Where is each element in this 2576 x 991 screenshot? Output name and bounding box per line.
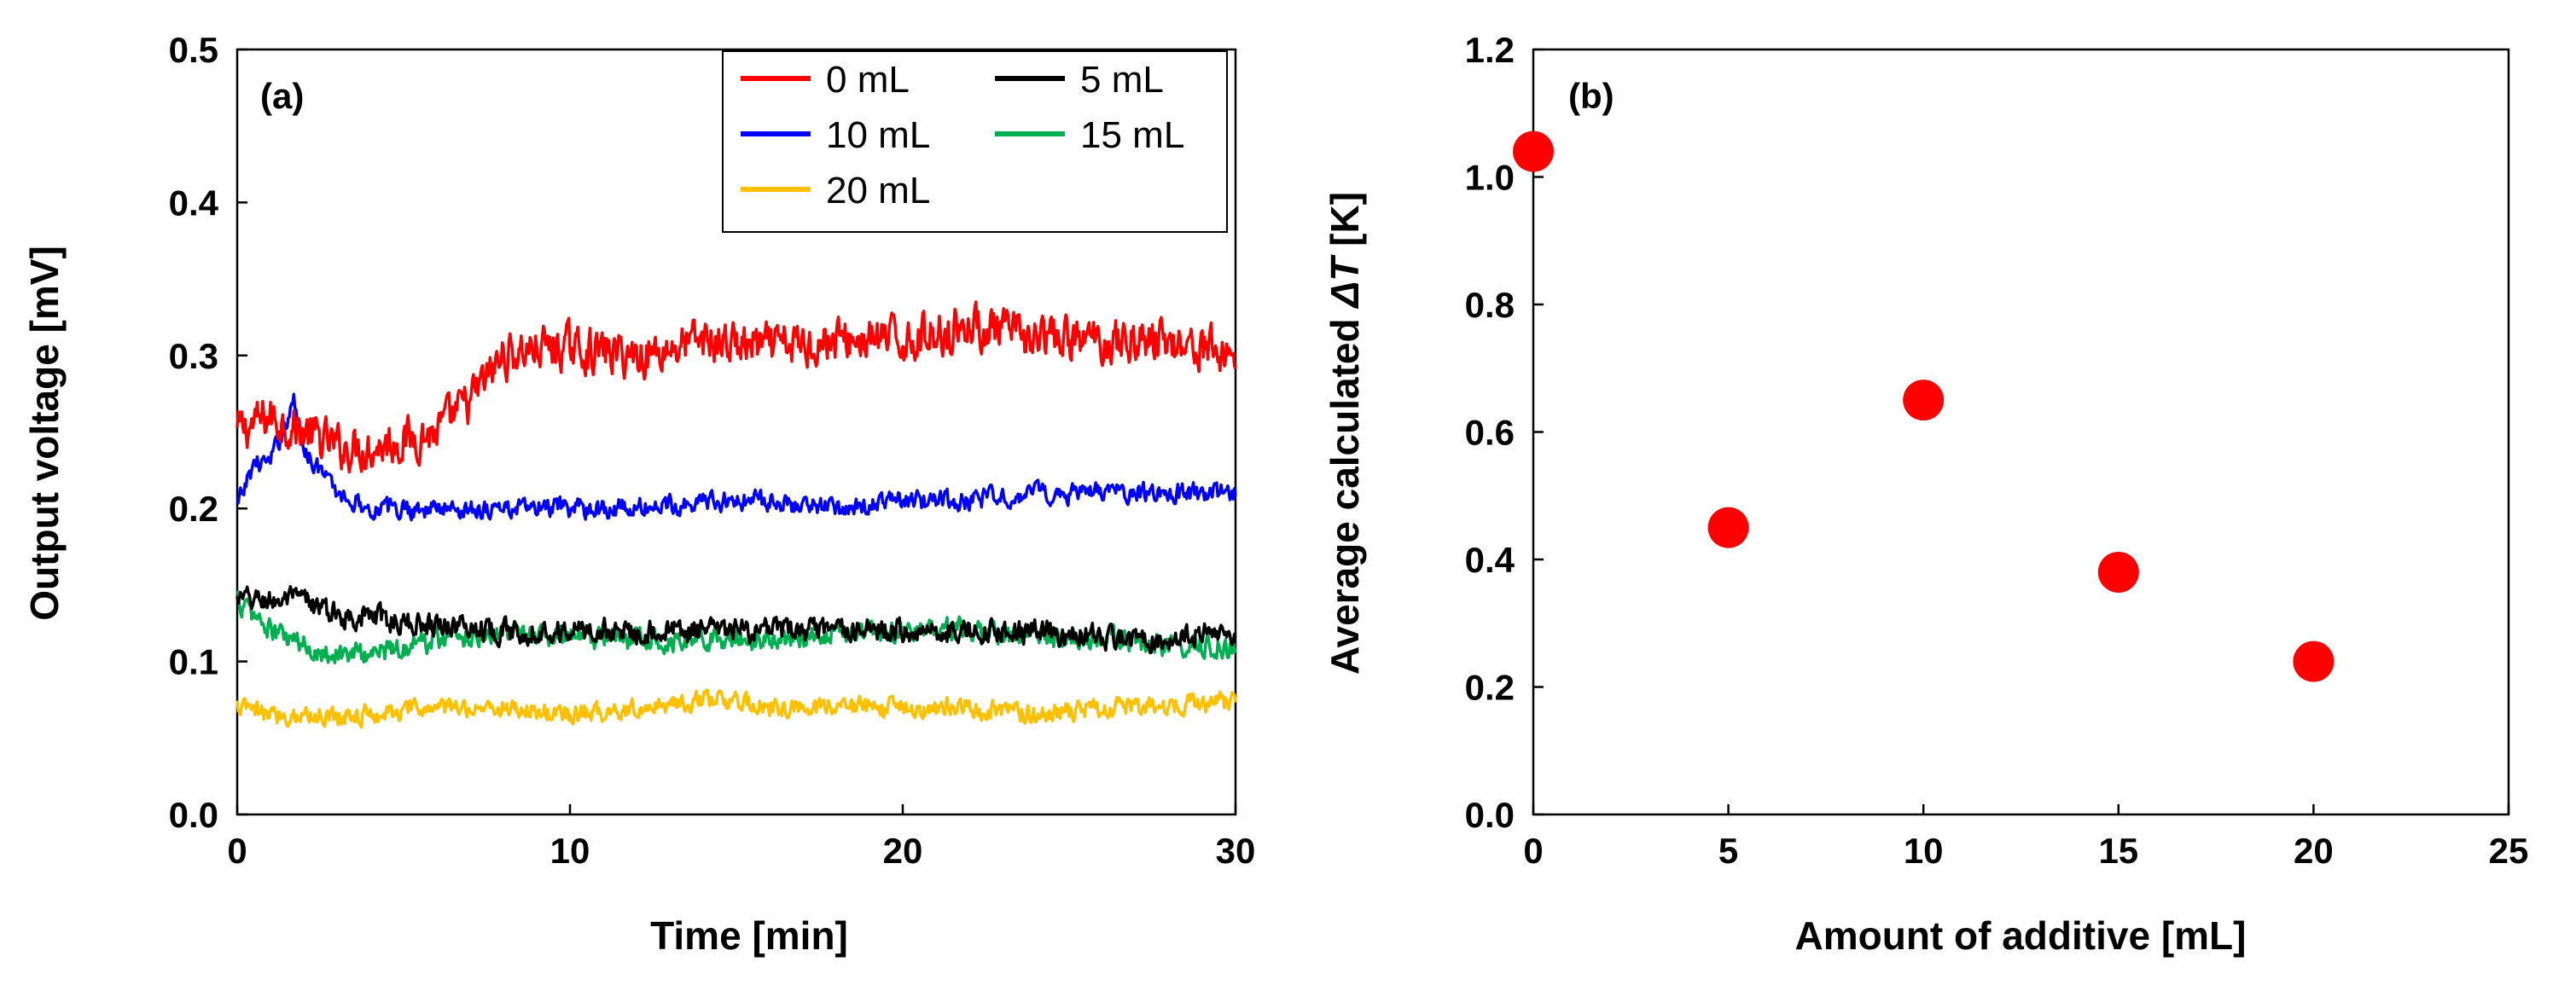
panel-a-legend-label: 0 mL xyxy=(826,59,910,101)
panel-a-y-tick-label: 0.0 xyxy=(169,795,218,835)
panel-a-legend-label: 5 mL xyxy=(1080,59,1164,101)
panel-a-x-axis-title: Time [min] xyxy=(650,913,848,958)
panel-a-x-tick-label: 10 xyxy=(550,831,590,871)
panel-b-y-tick-label: 0.4 xyxy=(1465,540,1515,580)
panel-a-y-tick-label: 0.4 xyxy=(169,183,219,223)
panel-b-y-tick-label: 0.2 xyxy=(1465,668,1515,708)
panel-a-series-line-20-ml xyxy=(236,688,1237,729)
panel-b-x-tick-label: 25 xyxy=(2489,831,2529,871)
panel-b-axes: 0 5 10 15 20 25 0.0 0.2 0.4 0.6 0.8 1.0 1.2 xyxy=(1465,30,2529,871)
panel-b-x-tick-label: 15 xyxy=(2098,831,2138,871)
panel-a-legend-label: 10 mL xyxy=(826,114,930,156)
panel-b-plot-frame xyxy=(1532,48,2510,816)
panel-b-x-tick-label: 10 xyxy=(1904,831,1944,871)
panel-a-legend-label: 15 mL xyxy=(1080,114,1184,156)
panel-a-series-line-0-ml xyxy=(236,300,1237,474)
panel-a-y-axis-title: Output voltage [mV] xyxy=(22,246,67,621)
panel-b-x-tick-label: 0 xyxy=(1523,831,1543,871)
panel-b-data-point xyxy=(2097,551,2139,593)
panel-b-y-tick-label: 0.6 xyxy=(1465,413,1515,453)
panel-b-y-tick-label: 0.0 xyxy=(1465,795,1515,835)
panel-a-plot-frame xyxy=(236,48,1237,816)
panel-a-axes: 0 10 20 30 0.0 0.1 0.2 0.3 0.4 0.5 xyxy=(169,30,1256,871)
panel-b-y-tick-label: 0.8 xyxy=(1465,285,1515,325)
panel-b-label: (b) xyxy=(1568,76,1614,116)
panel-b-y-axis-title-prefix: Average calculated xyxy=(1323,308,1367,675)
panel-a-x-tick-label: 20 xyxy=(883,831,923,871)
panel-b-y-axis-title-symbol: ΔT xyxy=(1323,254,1367,310)
panel-a-y-tick-label: 0.5 xyxy=(169,30,218,70)
panel-b-x-tick-label: 20 xyxy=(2294,831,2334,871)
panel-b-points xyxy=(1513,130,2335,682)
panel-a-x-tick-label: 30 xyxy=(1216,831,1256,871)
panel-a-label: (a) xyxy=(260,76,304,116)
panel-b-data-point xyxy=(1707,507,1749,548)
panel-b-y-axis-title: Average calculated ΔT [K] xyxy=(1323,192,1367,675)
panel-a-legend: 0 mL 5 mL 10 mL 15 mL 20 mL xyxy=(722,50,1228,233)
panel-a: (a) Time [min] Output voltage [mV] 0 10 20… xyxy=(22,30,1255,958)
panel-a-series-line-5-ml xyxy=(236,584,1237,655)
panel-b-data-point xyxy=(1513,130,1554,172)
panel-a-x-tick-label: 0 xyxy=(227,831,247,871)
panel-a-series xyxy=(236,300,1237,729)
panel-a-series-line-10-ml xyxy=(236,392,1237,522)
panel-b-y-axis-title-suffix: [K] xyxy=(1323,192,1367,258)
panel-a-y-tick-label: 0.1 xyxy=(169,642,218,682)
panel-b-y-tick-label: 1.2 xyxy=(1465,30,1515,70)
panel-b-x-tick-label: 5 xyxy=(1718,831,1738,871)
panel-b-data-point xyxy=(2293,640,2335,682)
panel-b-y-tick-label: 1.0 xyxy=(1465,158,1515,198)
panel-a-legend-label: 20 mL xyxy=(826,170,930,212)
panel-a-y-tick-label: 0.3 xyxy=(169,336,218,376)
panel-b: (b) Amount of additive [mL] Average calc… xyxy=(1323,30,2528,958)
panel-b-x-axis-title: Amount of additive [mL] xyxy=(1795,913,2247,958)
panel-a-legend-box xyxy=(722,50,1228,233)
panel-b-data-point xyxy=(1903,380,1945,421)
panel-a-y-tick-label: 0.2 xyxy=(169,489,218,529)
